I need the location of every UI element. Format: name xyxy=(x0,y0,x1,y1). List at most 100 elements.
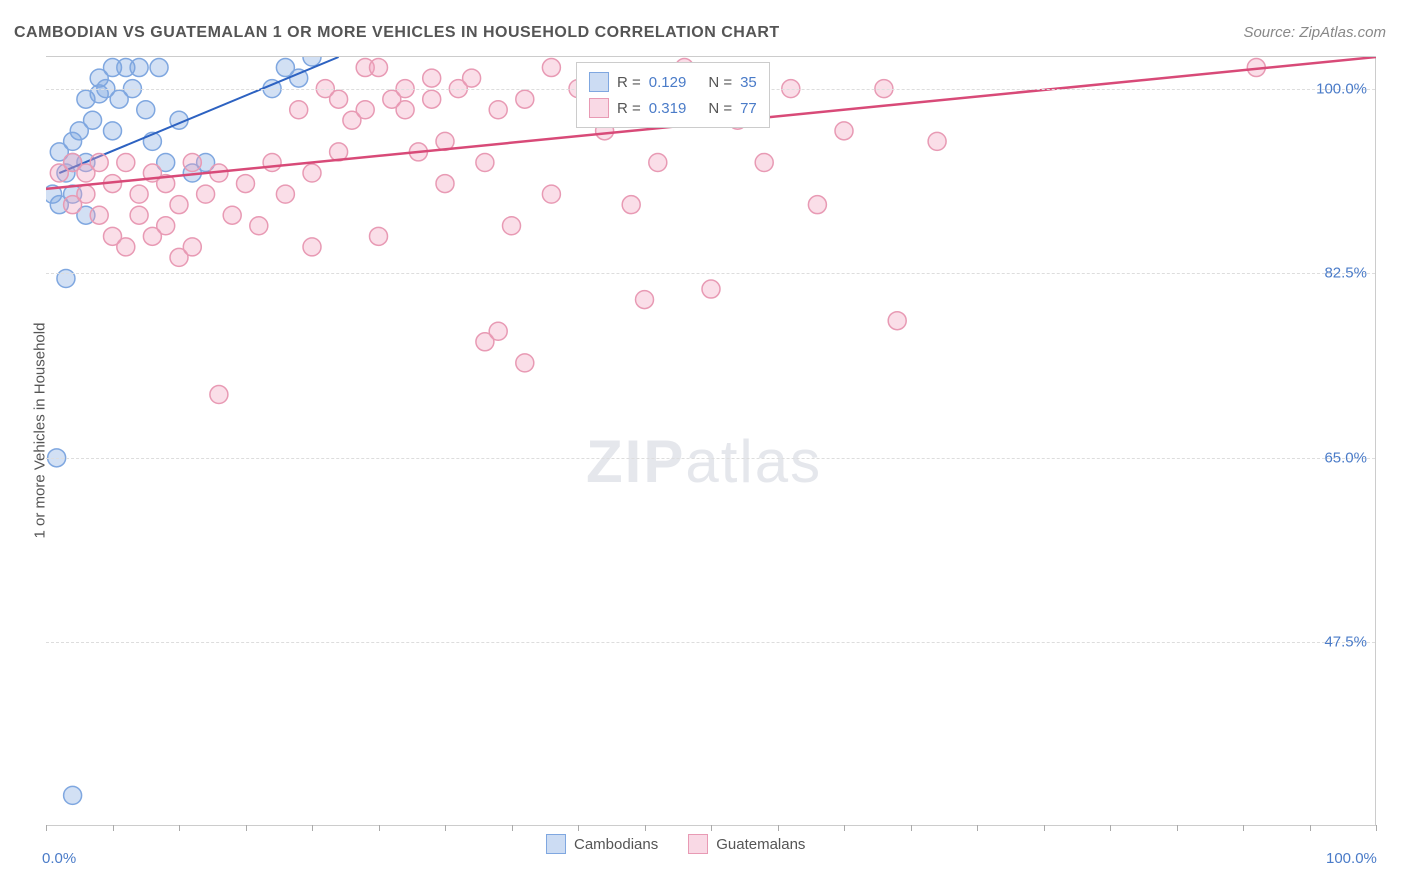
y-tick-label: 47.5% xyxy=(1324,634,1367,651)
data-point xyxy=(237,175,255,193)
legend-swatch xyxy=(546,834,566,854)
data-point xyxy=(370,59,388,77)
data-point xyxy=(276,185,294,203)
legend-r-label: R = xyxy=(617,100,641,117)
data-point xyxy=(90,153,108,171)
legend-label: Cambodians xyxy=(574,836,658,853)
data-point xyxy=(183,153,201,171)
chart-container: CAMBODIAN VS GUATEMALAN 1 OR MORE VEHICL… xyxy=(0,0,1406,892)
x-tick-mark xyxy=(844,825,845,831)
data-point xyxy=(808,196,826,214)
y-tick-label: 100.0% xyxy=(1316,80,1367,97)
legend-r-label: R = xyxy=(617,74,641,91)
data-point xyxy=(622,196,640,214)
legend-n-label: N = xyxy=(708,100,732,117)
data-point xyxy=(463,69,481,87)
data-point xyxy=(542,59,560,77)
data-point xyxy=(183,238,201,256)
data-point xyxy=(755,153,773,171)
data-point xyxy=(90,206,108,224)
x-tick-mark xyxy=(1044,825,1045,831)
gridline xyxy=(46,273,1375,274)
data-point xyxy=(423,69,441,87)
data-point xyxy=(835,122,853,140)
data-point xyxy=(489,322,507,340)
legend-n-label: N = xyxy=(708,74,732,91)
data-point xyxy=(130,59,148,77)
data-point xyxy=(170,196,188,214)
legend-label: Guatemalans xyxy=(716,836,805,853)
source-label: Source: ZipAtlas.com xyxy=(1243,24,1386,41)
x-tick-mark xyxy=(312,825,313,831)
gridline xyxy=(46,458,1375,459)
data-point xyxy=(57,270,75,288)
data-point xyxy=(636,291,654,309)
data-point xyxy=(396,101,414,119)
data-point xyxy=(197,185,215,203)
data-point xyxy=(157,217,175,235)
data-point xyxy=(117,153,135,171)
x-tick-mark xyxy=(911,825,912,831)
data-point xyxy=(516,90,534,108)
legend-item: Cambodians xyxy=(546,834,658,854)
legend-series: Cambodians Guatemalans xyxy=(546,834,805,854)
x-tick-mark xyxy=(379,825,380,831)
data-point xyxy=(104,122,122,140)
data-point xyxy=(303,164,321,182)
legend-correlation: R =0.129N =35R =0.319N =77 xyxy=(576,62,770,128)
data-point xyxy=(330,90,348,108)
data-point xyxy=(649,153,667,171)
data-point xyxy=(516,354,534,372)
x-tick-mark xyxy=(113,825,114,831)
data-point xyxy=(356,101,374,119)
data-point xyxy=(888,312,906,330)
gridline xyxy=(46,642,1375,643)
data-point xyxy=(130,185,148,203)
data-point xyxy=(290,101,308,119)
legend-item: Guatemalans xyxy=(688,834,805,854)
data-point xyxy=(50,164,68,182)
legend-r-value: 0.319 xyxy=(649,100,687,117)
data-point xyxy=(84,111,102,129)
legend-swatch xyxy=(589,98,609,118)
x-tick-mark xyxy=(1177,825,1178,831)
x-tick-mark xyxy=(512,825,513,831)
data-point xyxy=(303,238,321,256)
data-point xyxy=(130,206,148,224)
data-point xyxy=(210,386,228,404)
x-tick-mark xyxy=(977,825,978,831)
data-point xyxy=(64,786,82,804)
x-tick-mark xyxy=(179,825,180,831)
x-tick-mark xyxy=(46,825,47,831)
x-tick-mark xyxy=(778,825,779,831)
legend-row: R =0.319N =77 xyxy=(589,95,757,121)
legend-row: R = 0.129 N = 35 xyxy=(589,69,757,95)
x-axis-min-label: 0.0% xyxy=(42,850,76,867)
legend-swatch xyxy=(688,834,708,854)
legend-n-value: 35 xyxy=(740,74,757,91)
x-tick-mark xyxy=(1110,825,1111,831)
plot-area: ZIPatlas 100.0%82.5%65.0%47.5% xyxy=(46,56,1376,826)
data-point xyxy=(250,217,268,235)
legend-swatch xyxy=(589,72,609,92)
x-tick-mark xyxy=(1243,825,1244,831)
data-point xyxy=(489,101,507,119)
plot-svg xyxy=(46,57,1376,827)
y-tick-label: 65.0% xyxy=(1324,449,1367,466)
x-tick-mark xyxy=(711,825,712,831)
data-point xyxy=(117,238,135,256)
x-tick-mark xyxy=(246,825,247,831)
x-axis-max-label: 100.0% xyxy=(1326,850,1377,867)
data-point xyxy=(436,175,454,193)
data-point xyxy=(77,185,95,203)
data-point xyxy=(702,280,720,298)
data-point xyxy=(223,206,241,224)
data-point xyxy=(370,227,388,245)
x-tick-mark xyxy=(445,825,446,831)
legend-r-value: 0.129 xyxy=(649,74,687,91)
x-tick-mark xyxy=(1310,825,1311,831)
x-tick-mark xyxy=(578,825,579,831)
data-point xyxy=(476,153,494,171)
y-tick-label: 82.5% xyxy=(1324,265,1367,282)
data-point xyxy=(542,185,560,203)
